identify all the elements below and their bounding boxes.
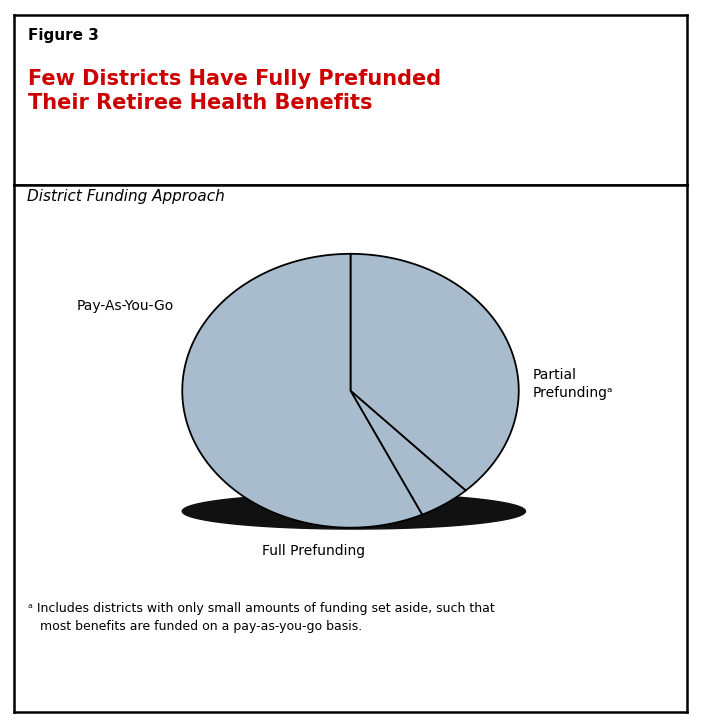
Text: Pay-As-You-Go: Pay-As-You-Go	[76, 299, 174, 313]
Text: District Funding Approach: District Funding Approach	[27, 190, 225, 204]
Polygon shape	[182, 254, 422, 528]
Text: Full Prefunding: Full Prefunding	[262, 544, 365, 558]
Text: Few Districts Have Fully Prefunded
Their Retiree Health Benefits: Few Districts Have Fully Prefunded Their…	[28, 69, 441, 113]
Text: Figure 3: Figure 3	[28, 28, 99, 43]
Text: Partial
Prefundingᵃ: Partial Prefundingᵃ	[532, 368, 613, 400]
Polygon shape	[350, 391, 465, 515]
Polygon shape	[350, 254, 519, 491]
Text: ᵃ Includes districts with only small amounts of funding set aside, such that
   : ᵃ Includes districts with only small amo…	[28, 602, 495, 633]
Polygon shape	[182, 494, 526, 529]
